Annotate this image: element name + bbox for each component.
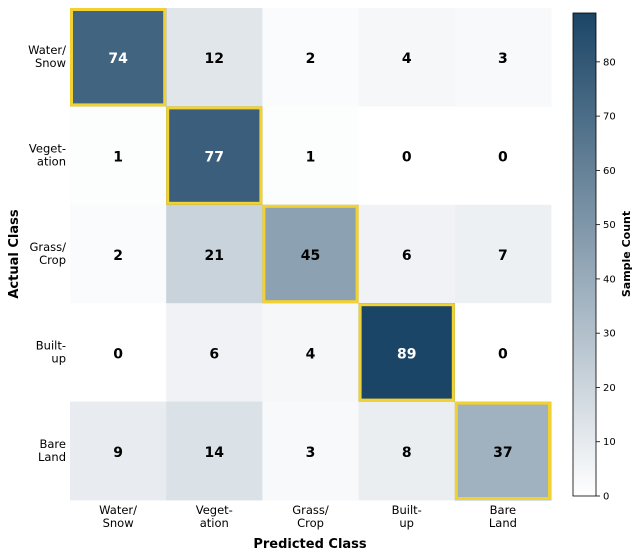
cell-value-label: 6 xyxy=(209,346,219,362)
heatmap-cell xyxy=(70,401,167,501)
cell-value-label: 4 xyxy=(402,51,412,67)
heatmap-cell xyxy=(358,401,456,501)
cell-value-label: 1 xyxy=(306,150,316,166)
heatmap-cells: 74 12 2 4 3 1 77 1 0 0 2 21 45 6 7 0 6 4 89 0 9 14 3 8 37 xyxy=(70,8,552,501)
cell-value-label: 8 xyxy=(402,445,412,461)
x-tick-label: Grass/Crop xyxy=(292,503,329,530)
heatmap-cell xyxy=(166,401,263,501)
colorbar-tick-label: 80 xyxy=(603,57,616,68)
y-tick-labels: Water/Snow Veget-ation Grass/Crop Built-up B… xyxy=(28,43,66,464)
cell-value-label: 7 xyxy=(498,248,508,264)
cell-value-label: 3 xyxy=(306,445,316,461)
heatmap-cell xyxy=(166,106,263,206)
heatmap-cell xyxy=(454,8,552,107)
cell-value-label: 0 xyxy=(402,150,412,166)
cell-value-label: 12 xyxy=(205,51,224,67)
colorbar-tick-label: 50 xyxy=(603,220,616,231)
cell-value-label: 2 xyxy=(113,248,123,264)
x-tick-labels: Water/Snow Veget-ation Grass/Crop Built-up B… xyxy=(99,503,517,530)
diagonal-highlight-border xyxy=(262,204,359,304)
heatmap-cell xyxy=(454,303,552,402)
cell-value-label: 2 xyxy=(306,51,316,67)
diagonal-highlight-border xyxy=(70,8,167,107)
cell-value-label: 3 xyxy=(498,51,508,67)
diagonal-highlight-border xyxy=(166,106,263,205)
colorbar-gradient xyxy=(572,12,597,497)
x-tick-label: Veget-ation xyxy=(196,503,233,530)
colorbar-tick-label: 70 xyxy=(603,112,616,123)
cell-value-label: 0 xyxy=(498,150,508,166)
heatmap-cell xyxy=(262,8,359,107)
cell-value-label: 89 xyxy=(397,346,416,362)
heatmap-cell xyxy=(166,8,263,107)
colorbar-tick-label: 0 xyxy=(603,492,609,503)
cell-value-label: 0 xyxy=(113,346,123,362)
heatmap-cell xyxy=(454,204,552,304)
diagonal-highlight-border xyxy=(358,303,455,402)
heatmap-cell xyxy=(70,204,167,304)
x-tick-label: Bare Land xyxy=(489,503,517,530)
cell-value-label: 9 xyxy=(113,445,123,461)
y-tick-label: Veget-ation xyxy=(29,142,66,169)
cell-value-label: 6 xyxy=(402,248,412,264)
cell-value-label: 14 xyxy=(205,445,225,461)
heatmap-cell xyxy=(166,204,263,304)
y-tick-label: Water/Snow xyxy=(28,43,66,70)
cell-value-label: 77 xyxy=(205,150,224,166)
heatmap-cell xyxy=(358,303,456,402)
colorbar-label: Sample Count xyxy=(620,211,633,297)
heatmap-cell xyxy=(358,106,456,206)
heatmap-cell xyxy=(358,204,456,304)
colorbar-tick-label: 30 xyxy=(603,329,616,340)
heatmap-cell xyxy=(70,303,167,402)
cell-value-label: 45 xyxy=(301,248,320,264)
colorbar-tick-label: 10 xyxy=(603,437,616,448)
x-tick-label: Water/Snow xyxy=(99,503,137,530)
cell-value-label: 21 xyxy=(205,248,224,264)
y-tick-label: Bare Land xyxy=(38,437,66,464)
colorbar: 0 10 20 30 40 50 60 70 80 Sample Count xyxy=(572,12,633,503)
cell-value-label: 4 xyxy=(306,346,316,362)
y-tick-label: Built-up xyxy=(36,338,66,365)
cell-value-label: 0 xyxy=(498,346,508,362)
heatmap-cell xyxy=(262,401,359,501)
heatmap-cell xyxy=(454,106,552,206)
colorbar-tick-label: 40 xyxy=(603,274,616,285)
cell-value-label: 74 xyxy=(108,51,128,67)
colorbar-tick-label: 20 xyxy=(603,383,616,394)
cell-value-label: 37 xyxy=(493,445,512,461)
x-tick-label: Built-up xyxy=(392,503,422,530)
y-axis-label: Actual Class xyxy=(7,209,22,298)
y-tick-label: Grass/Crop xyxy=(29,240,66,267)
heatmap-cell xyxy=(358,8,456,107)
diagonal-highlight-border xyxy=(454,401,551,501)
heatmap-cell xyxy=(454,401,552,501)
heatmap-cell xyxy=(70,8,167,107)
heatmap-cell xyxy=(262,204,359,304)
heatmap-cell xyxy=(262,303,359,402)
x-axis-label: Predicted Class xyxy=(253,537,367,552)
heatmap-cell xyxy=(166,303,263,402)
cell-value-label: 1 xyxy=(113,150,123,166)
heatmap-cell xyxy=(262,106,359,206)
heatmap-cell xyxy=(70,106,167,206)
colorbar-tick-label: 60 xyxy=(603,166,616,177)
colorbar-ticks: 0 10 20 30 40 50 60 70 80 xyxy=(596,57,616,503)
